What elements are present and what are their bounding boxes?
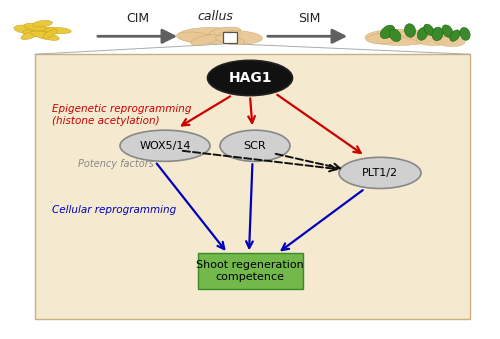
Ellipse shape xyxy=(404,24,415,37)
Text: SCR: SCR xyxy=(244,141,266,151)
Ellipse shape xyxy=(435,36,465,46)
Text: Cellular reprogramming: Cellular reprogramming xyxy=(52,205,177,215)
Ellipse shape xyxy=(24,23,46,31)
Ellipse shape xyxy=(418,27,428,40)
Ellipse shape xyxy=(218,31,262,44)
Text: Epigenetic reprogramming
(histone acetylation): Epigenetic reprogramming (histone acetyl… xyxy=(52,104,192,126)
Ellipse shape xyxy=(400,30,440,41)
Ellipse shape xyxy=(460,27,470,40)
Ellipse shape xyxy=(14,25,41,34)
Text: Shoot regeneration
competence: Shoot regeneration competence xyxy=(196,260,304,282)
Ellipse shape xyxy=(31,31,59,40)
Text: WOX5/14: WOX5/14 xyxy=(139,141,191,151)
Text: Potency factors: Potency factors xyxy=(78,159,154,169)
Text: SIM: SIM xyxy=(298,12,320,25)
Ellipse shape xyxy=(43,29,57,38)
Ellipse shape xyxy=(208,60,292,96)
Ellipse shape xyxy=(120,130,210,161)
Ellipse shape xyxy=(178,27,242,44)
Ellipse shape xyxy=(366,32,404,44)
Text: PLT1/2: PLT1/2 xyxy=(362,168,398,178)
Ellipse shape xyxy=(176,32,214,43)
Ellipse shape xyxy=(339,157,421,188)
Text: CIM: CIM xyxy=(126,12,149,25)
Text: callus: callus xyxy=(197,10,233,23)
Ellipse shape xyxy=(216,35,244,45)
Text: HAG1: HAG1 xyxy=(228,71,272,85)
Ellipse shape xyxy=(442,25,453,38)
Ellipse shape xyxy=(209,27,241,37)
FancyBboxPatch shape xyxy=(35,54,470,319)
Ellipse shape xyxy=(32,20,52,27)
Ellipse shape xyxy=(22,27,58,35)
Ellipse shape xyxy=(380,25,394,39)
Ellipse shape xyxy=(190,35,220,45)
Ellipse shape xyxy=(220,130,290,161)
Ellipse shape xyxy=(416,33,454,45)
Ellipse shape xyxy=(424,24,434,36)
Ellipse shape xyxy=(44,27,71,34)
Ellipse shape xyxy=(365,29,435,45)
FancyBboxPatch shape xyxy=(198,254,302,289)
Ellipse shape xyxy=(450,30,460,41)
Ellipse shape xyxy=(389,29,401,42)
Ellipse shape xyxy=(432,27,443,41)
Ellipse shape xyxy=(21,31,39,40)
FancyBboxPatch shape xyxy=(222,32,236,43)
